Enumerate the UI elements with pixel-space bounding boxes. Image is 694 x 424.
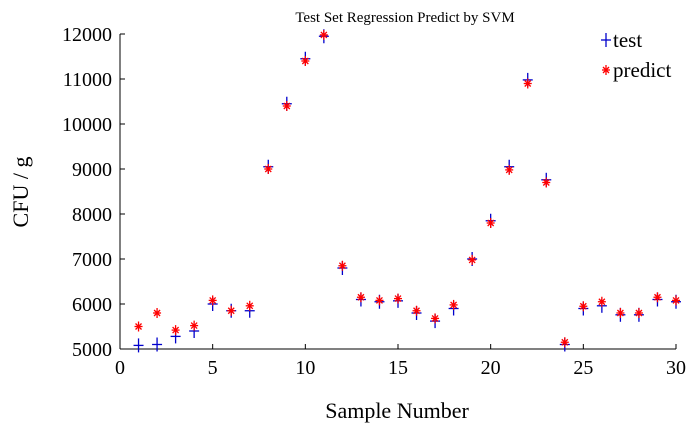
legend: test predict xyxy=(601,28,671,82)
predict-point xyxy=(264,164,273,174)
predict-point xyxy=(560,337,569,348)
predict-point xyxy=(319,29,328,40)
x-tick-label: 10 xyxy=(295,357,315,379)
marker-stroke xyxy=(376,296,383,304)
marker-stroke xyxy=(524,80,532,87)
marker-stroke xyxy=(246,302,254,310)
marker-stroke xyxy=(654,293,661,301)
marker-stroke xyxy=(283,102,291,110)
predict-point xyxy=(616,308,625,318)
x-tick-label: 20 xyxy=(481,357,501,379)
marker-stroke xyxy=(190,322,198,330)
marker-stroke xyxy=(227,307,235,315)
predict-point xyxy=(468,254,477,265)
marker-stroke xyxy=(153,309,161,317)
chart-title: Test Set Regression Predict by SVM xyxy=(295,10,514,26)
marker-stroke xyxy=(450,301,458,309)
predict-point xyxy=(653,292,662,303)
marker-stroke xyxy=(635,309,643,317)
predict-point xyxy=(356,292,365,303)
marker-stroke xyxy=(172,326,180,334)
predict-point xyxy=(375,295,384,306)
legend-predict-point xyxy=(602,65,610,75)
predict-point xyxy=(431,313,440,324)
legend-label-predict: predict xyxy=(613,58,671,82)
predict-point xyxy=(579,301,588,312)
predict-point xyxy=(227,305,236,316)
predict-point xyxy=(523,78,532,89)
marker-stroke xyxy=(264,165,272,173)
marker-stroke xyxy=(505,166,513,174)
y-tick-label: 7000 xyxy=(72,249,112,271)
predict-point xyxy=(597,296,606,307)
predict-point xyxy=(449,299,458,310)
predict-point xyxy=(301,56,310,66)
y-axis-label: CFU / g xyxy=(8,157,33,228)
marker-stroke xyxy=(301,57,309,65)
y-tick-label: 5000 xyxy=(72,339,112,361)
test-point xyxy=(133,338,144,353)
predict-point xyxy=(394,293,402,304)
y-tick-label: 12000 xyxy=(62,24,112,46)
marker-stroke xyxy=(542,179,550,186)
marker-stroke xyxy=(616,309,624,317)
predict-point xyxy=(134,321,143,332)
predict-point xyxy=(338,260,347,271)
marker-stroke xyxy=(338,262,346,270)
predict-point xyxy=(486,218,495,228)
y-tick-label: 9000 xyxy=(72,159,112,181)
marker-stroke xyxy=(561,338,569,346)
x-axis-ticks: 0 5 10 15 20 25 30 xyxy=(115,344,686,379)
predict-point xyxy=(634,308,643,318)
marker-stroke xyxy=(579,302,587,310)
marker-stroke xyxy=(598,298,606,306)
marker-stroke xyxy=(357,293,365,301)
predict-point xyxy=(505,164,514,175)
predict-point xyxy=(282,101,291,111)
marker-stroke xyxy=(209,296,217,304)
x-axis-label: Sample Number xyxy=(325,398,469,423)
x-tick-label: 0 xyxy=(115,357,125,379)
data-points xyxy=(133,29,681,353)
y-tick-label: 8000 xyxy=(72,204,112,226)
x-tick-label: 30 xyxy=(666,357,686,379)
marker-stroke xyxy=(135,323,142,330)
predict-point xyxy=(672,295,680,306)
y-tick-label: 6000 xyxy=(72,294,112,316)
x-tick-label: 15 xyxy=(388,357,408,379)
predict-point xyxy=(190,320,199,331)
predict-point xyxy=(542,177,551,188)
predict-point xyxy=(171,325,180,336)
predict-point xyxy=(412,305,421,316)
test-point xyxy=(152,337,163,352)
marker-stroke xyxy=(487,219,495,227)
x-tick-label: 5 xyxy=(208,357,218,379)
x-tick-label: 25 xyxy=(573,357,593,379)
marker-stroke xyxy=(672,296,680,304)
marker-stroke xyxy=(394,295,402,303)
y-tick-label: 11000 xyxy=(63,69,112,91)
y-tick-label: 10000 xyxy=(62,114,112,136)
predict-point xyxy=(153,308,162,318)
marker-stroke xyxy=(468,256,476,264)
y-axis-ticks: 5000 6000 7000 8000 9000 10000 11000 12000 xyxy=(62,24,125,361)
marker-stroke xyxy=(413,307,420,315)
legend-label-test: test xyxy=(613,28,642,52)
legend-test-point xyxy=(601,33,611,47)
predict-point xyxy=(245,300,254,311)
marker-stroke xyxy=(320,31,328,39)
marker-stroke xyxy=(602,66,610,74)
marker-stroke xyxy=(431,314,439,322)
predict-point xyxy=(208,295,217,306)
